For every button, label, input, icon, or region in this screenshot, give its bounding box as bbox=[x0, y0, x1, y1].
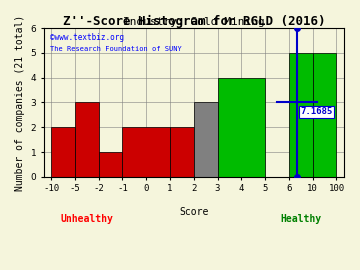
Text: The Research Foundation of SUNY: The Research Foundation of SUNY bbox=[50, 46, 182, 52]
Bar bbox=[313, 53, 337, 177]
X-axis label: Score: Score bbox=[179, 207, 208, 217]
Bar bbox=[75, 102, 99, 177]
Bar bbox=[289, 53, 313, 177]
Bar bbox=[99, 152, 122, 177]
Bar bbox=[170, 127, 194, 177]
Text: ©www.textbiz.org: ©www.textbiz.org bbox=[50, 33, 124, 42]
Text: Industry: Gold Mining: Industry: Gold Mining bbox=[123, 16, 265, 26]
Text: 7.1685: 7.1685 bbox=[301, 107, 333, 116]
Bar bbox=[217, 78, 265, 177]
Text: Unhealthy: Unhealthy bbox=[60, 214, 113, 224]
Bar bbox=[194, 102, 217, 177]
Text: Healthy: Healthy bbox=[280, 214, 321, 224]
Bar bbox=[51, 127, 75, 177]
Title: Z''-Score Histogram for RGLD (2016): Z''-Score Histogram for RGLD (2016) bbox=[63, 15, 325, 28]
Y-axis label: Number of companies (21 total): Number of companies (21 total) bbox=[15, 14, 25, 191]
Bar bbox=[122, 127, 170, 177]
